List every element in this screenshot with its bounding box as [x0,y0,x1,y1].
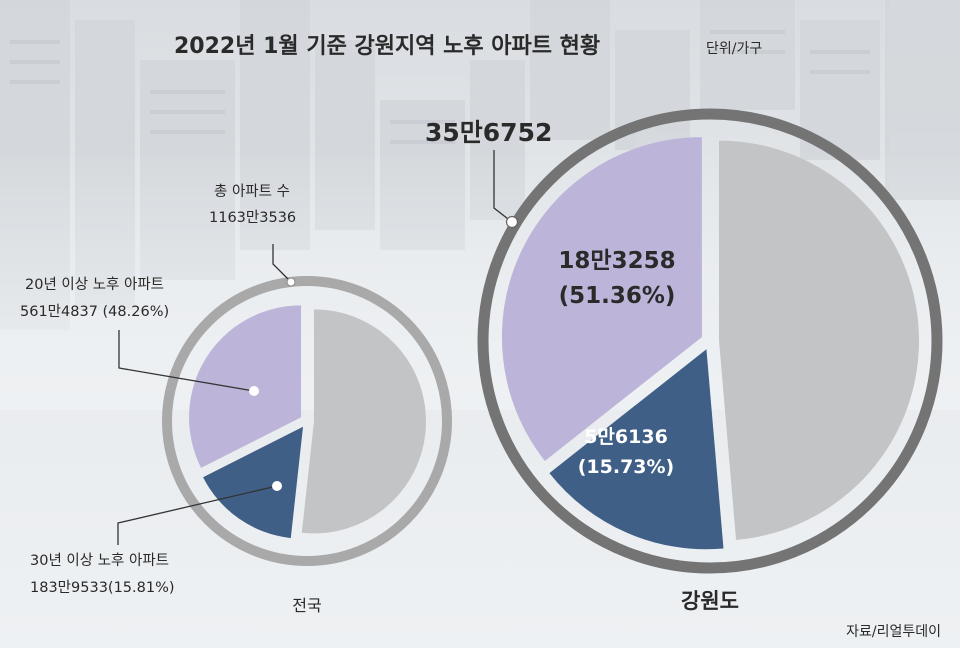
national-over20-marker [249,386,259,396]
national-total-ring [162,276,452,566]
national-total-marker [286,277,296,287]
gangwon-total-ring [477,108,943,574]
gangwon-over20-percent: (51.36%) [559,283,676,309]
gangwon-slice-over30 [549,349,724,550]
gangwon-total-leader-line [493,150,513,223]
national-over30-title: 30년 이상 노후 아파트 [30,552,169,569]
national-slice-over30 [203,426,304,539]
national-slice-rest [301,309,426,534]
pie-gangwon [477,108,943,574]
national-over20-value: 561만4837 (48.26%) [20,303,169,320]
national-total-title: 총 아파트 수 [214,183,290,200]
gangwon-over20-value: 18만3258 [558,248,675,274]
national-over30-value: 183만9533(15.81%) [30,579,175,596]
national-over20-leader-line [118,330,255,392]
national-total-value: 1163만3536 [209,209,296,226]
national-over20-title: 20년 이상 노후 아파트 [25,276,164,293]
gangwon-over30-value: 5만6136 [584,426,668,448]
gangwon-over30-percent: (15.73%) [578,456,675,478]
gangwon-total-marker [505,215,519,229]
gangwon-total-value: 35만6752 [425,118,552,147]
national-over30-leader-line [117,485,278,545]
unit-label: 단위/가구 [706,41,762,57]
national-slice-over20-only [189,305,302,468]
chart-title: 2022년 1월 기준 강원지역 노후 아파트 현황 [174,34,600,59]
gangwon-slice-rest [718,140,919,540]
gangwon-slice-over20-only [501,137,702,461]
gangwon-label: 강원도 [681,589,739,613]
pie-national [162,276,452,566]
national-over30-marker [272,481,282,491]
national-total-leader-line [272,244,292,283]
national-label: 전국 [292,596,321,615]
skyline-windows [10,30,870,144]
source-credit: 자료/리얼투데이 [846,624,941,640]
